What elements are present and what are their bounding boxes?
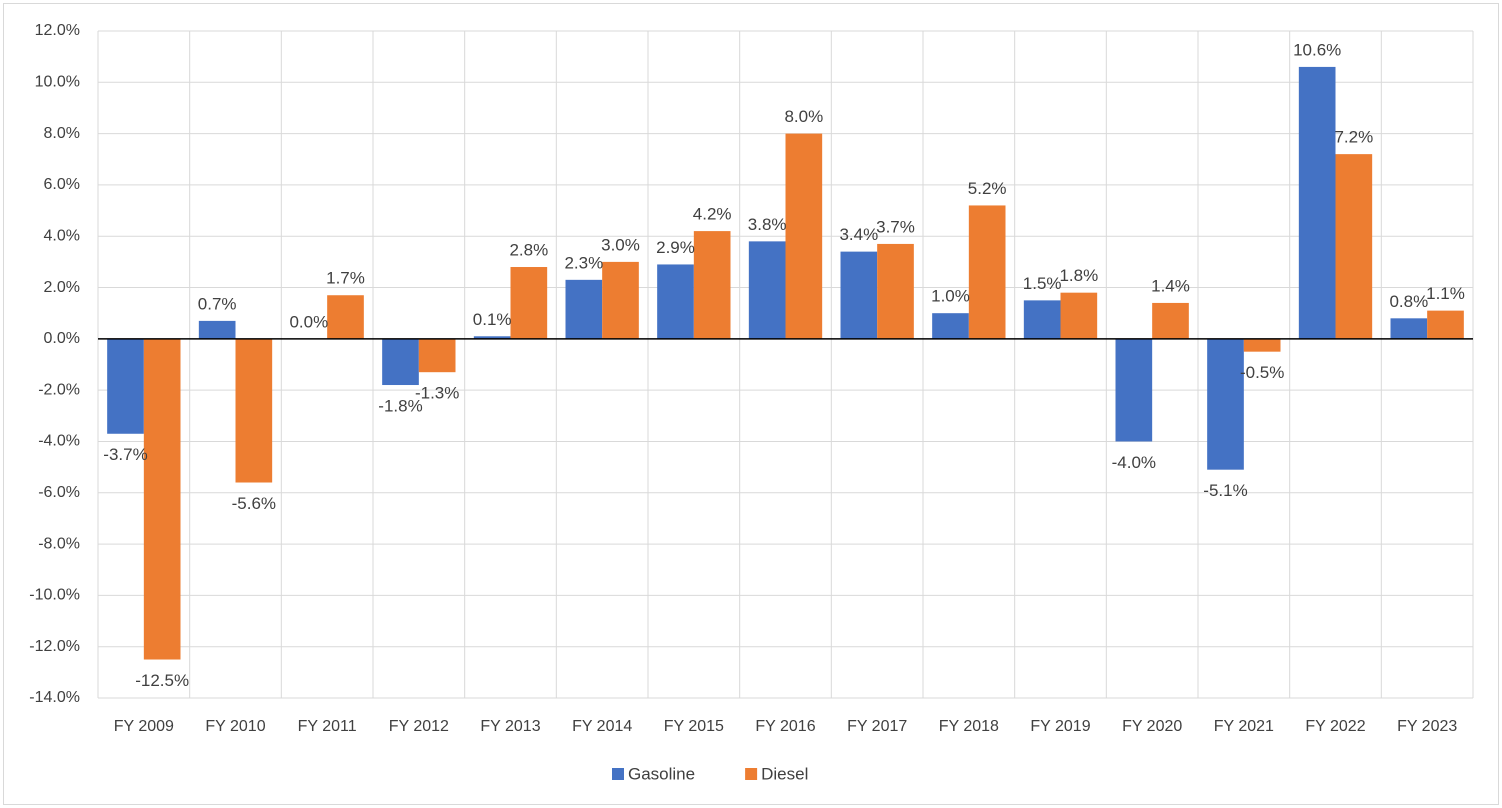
y-tick-label: 2.0% (44, 279, 80, 296)
x-tick-label: FY 2013 (480, 718, 540, 735)
x-tick-label: FY 2016 (755, 718, 815, 735)
y-tick-label: -8.0% (38, 535, 80, 552)
bars (98, 66, 1473, 660)
bar (235, 338, 273, 483)
data-label: -3.7% (103, 445, 147, 464)
x-tick-label: FY 2020 (1122, 718, 1182, 735)
data-label: 3.0% (601, 235, 640, 254)
bar (198, 320, 236, 339)
x-tick-label: FY 2015 (664, 718, 724, 735)
data-label: 2.9% (656, 238, 695, 257)
bar (657, 264, 694, 339)
bar (382, 338, 419, 386)
y-tick-label: -14.0% (29, 689, 80, 706)
y-tick-label: -10.0% (29, 587, 80, 604)
x-tick-label: FY 2012 (389, 718, 449, 735)
bar (602, 261, 639, 339)
y-tick-label: 0.0% (44, 330, 80, 347)
bar (1335, 154, 1373, 339)
labels: -14.0% -12.0% -10.0% -8.0% -6.0% -4.0% -2.0% 0.… (29, 22, 1465, 783)
legend-swatch (745, 768, 758, 780)
bar (877, 243, 914, 339)
legend-label: Diesel (761, 764, 808, 783)
bar (840, 251, 878, 339)
y-tick-label: -6.0% (38, 484, 80, 501)
data-label: -4.0% (1112, 453, 1156, 472)
x-tick-label: FY 2011 (298, 718, 357, 735)
x-tick-label: FY 2014 (572, 718, 632, 735)
data-label: 1.0% (931, 287, 970, 306)
bar (143, 338, 181, 660)
bar (785, 133, 823, 339)
bar (1023, 300, 1061, 339)
y-tick-label: 10.0% (35, 74, 80, 91)
data-label: 1.4% (1151, 276, 1190, 295)
data-label: 0.8% (1389, 292, 1428, 311)
bar (1207, 338, 1244, 470)
data-label: 0.1% (473, 310, 512, 329)
y-tick-label: -2.0% (38, 381, 80, 398)
y-tick-label: -4.0% (38, 433, 80, 450)
data-label: 7.2% (1334, 128, 1373, 147)
bar (1390, 318, 1428, 339)
data-label: 5.2% (968, 179, 1007, 198)
data-label: -0.5% (1240, 363, 1284, 382)
bar (1427, 310, 1464, 339)
data-label: 2.8% (509, 240, 548, 259)
bar (473, 336, 511, 339)
x-tick-label: FY 2017 (847, 718, 907, 735)
x-tick-label: FY 2022 (1305, 718, 1365, 735)
bar (327, 295, 364, 339)
bar (1243, 338, 1281, 352)
data-label: 0.7% (198, 294, 237, 313)
bar (1115, 338, 1153, 442)
x-tick-label: FY 2009 (114, 718, 174, 735)
y-tick-label: 8.0% (44, 125, 80, 142)
data-label: 1.1% (1426, 284, 1465, 303)
bar (510, 267, 548, 339)
y-tick-label: 4.0% (44, 227, 80, 244)
data-label: -1.3% (415, 384, 459, 403)
x-tick-label: FY 2010 (205, 718, 265, 735)
bar (565, 279, 603, 339)
x-tick-label: FY 2023 (1397, 718, 1457, 735)
x-tick-label: FY 2019 (1030, 718, 1090, 735)
bar (932, 313, 969, 339)
data-label: -5.6% (232, 494, 276, 513)
x-tick-label: FY 2021 (1214, 718, 1274, 735)
y-tick-label: 12.0% (35, 22, 80, 39)
bar (1060, 292, 1098, 339)
bar (1298, 66, 1336, 339)
data-label: 8.0% (784, 107, 823, 126)
data-label: 4.2% (693, 205, 732, 224)
data-label: 3.7% (876, 217, 915, 236)
data-label: 1.8% (1059, 266, 1098, 285)
data-label: 10.6% (1293, 40, 1341, 59)
chart-frame (3, 3, 1499, 805)
data-label: -5.1% (1203, 481, 1247, 500)
y-tick-label: 6.0% (44, 176, 80, 193)
data-label: 1.7% (326, 269, 365, 288)
legend-swatch (612, 768, 624, 780)
y-tick-label: -12.0% (29, 638, 80, 655)
data-label: 0.0% (289, 312, 328, 331)
bar (107, 338, 144, 434)
legend-label: Gasoline (628, 764, 695, 783)
bar (748, 241, 786, 339)
x-tick-label: FY 2018 (939, 718, 999, 735)
data-label: 2.3% (564, 253, 603, 272)
data-label: -12.5% (135, 671, 189, 690)
bar (418, 338, 456, 373)
data-label: -1.8% (378, 397, 422, 416)
data-label: 3.4% (839, 225, 878, 244)
data-label: 3.8% (748, 215, 787, 234)
bar (693, 231, 731, 339)
bar (1152, 302, 1189, 339)
data-label: 1.5% (1023, 274, 1062, 293)
bar (968, 205, 1006, 339)
